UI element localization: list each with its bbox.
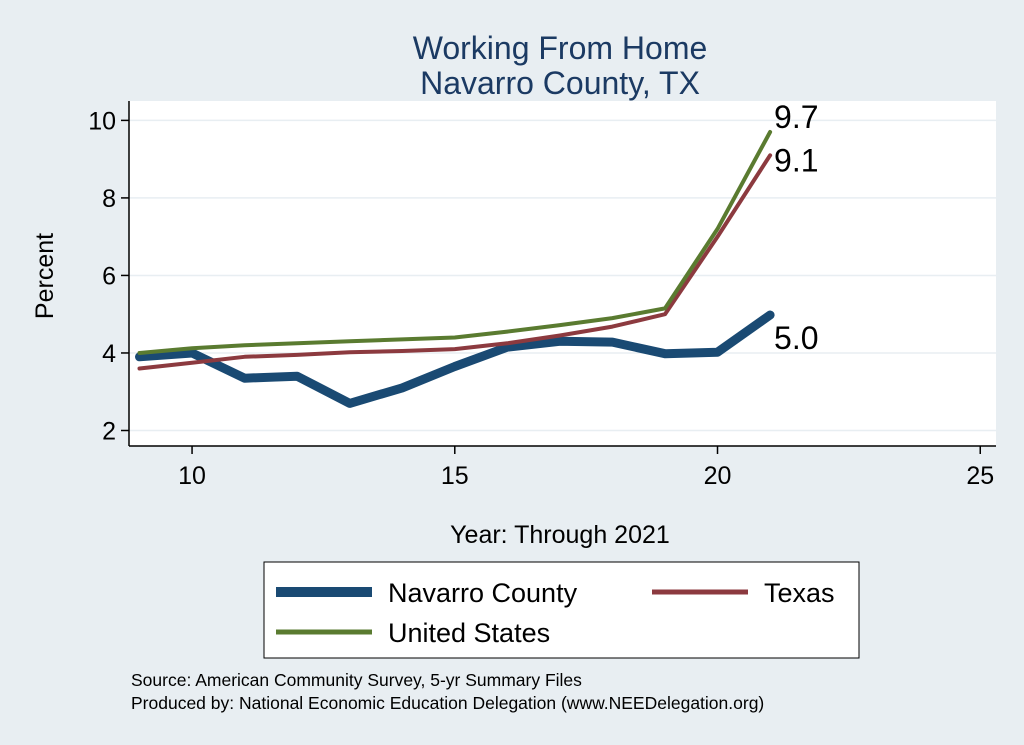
y-tick-label: 10 [88, 107, 116, 135]
series-lines [135, 130, 775, 408]
series-line-texas [137, 153, 773, 371]
end-labels: 5.0 9.1 9.7 [774, 99, 818, 356]
legend: Navarro County Texas United States [276, 578, 835, 648]
legend-label-navarro-county: Navarro County [388, 578, 578, 608]
x-tick-label: 15 [441, 462, 469, 490]
legend-label-texas: Texas [764, 578, 835, 608]
y-tick-label: 6 [102, 262, 116, 290]
y-tick-label: 8 [102, 185, 116, 213]
chart-title-line-2: Navarro County, TX [420, 65, 700, 101]
end-label-texas: 9.1 [774, 142, 818, 178]
y-tick-label: 4 [102, 340, 116, 368]
y-tick-label: 2 [102, 417, 116, 445]
x-tick-label: 10 [178, 462, 206, 490]
produced-by-note: Produced by: National Economic Education… [131, 693, 764, 713]
plot-area [129, 101, 996, 446]
source-note: Source: American Community Survey, 5-yr … [131, 670, 582, 690]
series-line-united-states [137, 130, 773, 355]
legend-label-united-states: United States [388, 618, 550, 648]
legend-box [263, 561, 860, 659]
x-tick-label: 25 [966, 462, 994, 490]
x-axis-title: Year: Through 2021 [450, 521, 670, 549]
gridlines [129, 119, 996, 432]
x-tick-label: 20 [704, 462, 732, 490]
end-label-navarro-county: 5.0 [774, 320, 818, 356]
end-label-united-states: 9.7 [774, 99, 818, 135]
chart-title-line-1: Working From Home [413, 30, 708, 66]
axis-ticks: 2 4 6 8 10 10 15 20 25 [88, 107, 994, 490]
y-axis-title: Percent [31, 233, 59, 319]
series-line-navarro-county [135, 310, 775, 408]
